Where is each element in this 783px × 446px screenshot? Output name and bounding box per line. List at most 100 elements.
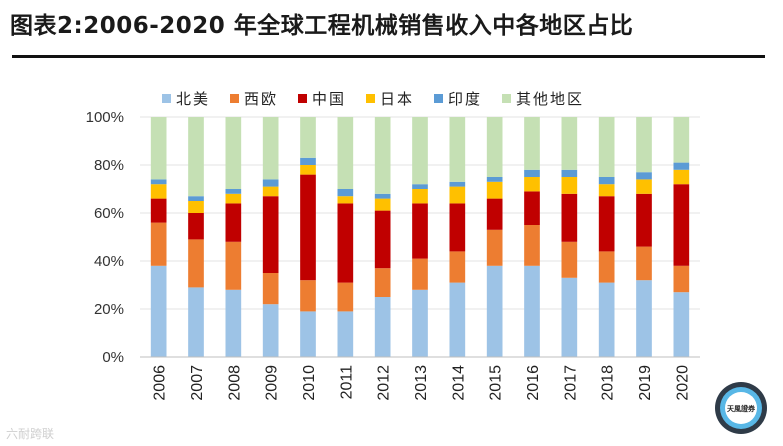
bar-segment-2018-其他地区 <box>598 117 615 177</box>
bar-segment-2007-西欧 <box>188 239 204 288</box>
x-tick-label: 2016 <box>525 365 542 401</box>
bar-segment-2015-印度 <box>486 177 503 182</box>
bar-segment-2014-西欧 <box>449 251 466 283</box>
legend-label-日本: 日本 <box>380 90 414 108</box>
bar-segment-2007-其他地区 <box>188 117 204 197</box>
bar-segment-2019-西欧 <box>636 246 652 281</box>
legend-swatch-日本 <box>366 94 375 103</box>
bar-segment-2016-印度 <box>524 169 540 177</box>
bar-segment-2006-其他地区 <box>150 117 167 180</box>
bar-segment-2014-印度 <box>449 181 466 187</box>
bar-segment-2010-印度 <box>300 157 316 165</box>
bar-segment-2011-印度 <box>337 189 354 197</box>
bar-segment-2017-日本 <box>561 177 578 194</box>
bar-segment-2006-日本 <box>150 184 167 199</box>
bar-segment-2008-西欧 <box>225 241 242 290</box>
x-tick-label: 2020 <box>674 365 691 401</box>
bar-segment-2006-北美 <box>150 265 167 357</box>
bar-segment-2015-西欧 <box>486 229 503 266</box>
bar-segment-2013-中国 <box>412 203 428 259</box>
bars-group <box>150 117 690 357</box>
bar-segment-2013-其他地区 <box>412 117 428 185</box>
watermark-text: 六耐跨联 <box>6 427 55 441</box>
bar-segment-2019-印度 <box>636 172 652 180</box>
x-tick-label: 2006 <box>152 365 169 401</box>
title-underline <box>12 55 765 58</box>
bar-segment-2013-北美 <box>412 289 428 357</box>
legend-label-西欧: 西欧 <box>244 90 278 108</box>
bar-segment-2013-日本 <box>412 189 428 204</box>
legend-label-其他地区: 其他地区 <box>516 90 584 108</box>
legend-swatch-其他地区 <box>502 94 511 103</box>
bar-segment-2018-北美 <box>598 282 615 357</box>
bar-segment-2018-中国 <box>598 196 615 252</box>
bar-segment-2017-其他地区 <box>561 117 578 170</box>
bar-segment-2009-北美 <box>262 304 279 357</box>
legend-label-中国: 中国 <box>312 90 346 108</box>
bar-segment-2010-其他地区 <box>300 117 316 158</box>
x-tick-label: 2009 <box>264 365 281 401</box>
bar-segment-2020-印度 <box>673 162 690 170</box>
bar-segment-2009-日本 <box>262 186 279 197</box>
bar-segment-2008-北美 <box>225 289 242 357</box>
bar-segment-2008-其他地区 <box>225 117 242 189</box>
bar-segment-2012-北美 <box>374 297 391 357</box>
bar-segment-2011-日本 <box>337 196 354 204</box>
bar-segment-2010-中国 <box>300 174 316 281</box>
bar-segment-2016-其他地区 <box>524 117 540 170</box>
bar-segment-2014-中国 <box>449 203 466 252</box>
bar-segment-2013-西欧 <box>412 258 428 290</box>
bar-segment-2016-日本 <box>524 177 540 192</box>
y-tick-label: 80% <box>94 157 124 174</box>
bar-segment-2009-西欧 <box>262 273 279 305</box>
legend-swatch-中国 <box>298 94 307 103</box>
x-tick-label: 2013 <box>413 365 430 401</box>
x-tick-label: 2007 <box>189 365 206 401</box>
bar-segment-2020-日本 <box>673 169 690 185</box>
bar-segment-2012-中国 <box>374 210 391 269</box>
bar-segment-2017-北美 <box>561 277 578 357</box>
bar-segment-2012-西欧 <box>374 268 391 297</box>
legend-swatch-北美 <box>162 94 171 103</box>
bar-segment-2006-印度 <box>150 179 167 185</box>
bar-segment-2016-中国 <box>524 191 540 225</box>
logo-inner-disc <box>725 392 757 424</box>
bar-segment-2018-日本 <box>598 184 615 197</box>
chart-title: 图表2:2006-2020 年全球工程机械销售收入中各地区占比 <box>10 13 634 39</box>
bar-segment-2011-北美 <box>337 311 354 357</box>
y-tick-label: 100% <box>86 109 124 126</box>
y-tick-label: 60% <box>94 205 124 222</box>
bar-segment-2008-日本 <box>225 193 242 204</box>
y-tick-label: 20% <box>94 301 124 318</box>
x-tick-label: 2017 <box>562 365 579 401</box>
bar-segment-2019-日本 <box>636 179 652 194</box>
bar-segment-2012-日本 <box>374 198 391 211</box>
x-tick-label: 2011 <box>338 365 355 400</box>
bar-segment-2010-西欧 <box>300 280 316 312</box>
legend-label-北美: 北美 <box>176 90 210 108</box>
bar-segment-2020-其他地区 <box>673 117 690 163</box>
legend: 北美 西欧 中国 日本 印度 其他地区 <box>162 90 584 108</box>
legend-label-印度: 印度 <box>448 90 482 108</box>
bar-segment-2012-印度 <box>374 193 391 199</box>
bar-segment-2019-北美 <box>636 280 652 357</box>
bar-segment-2007-印度 <box>188 196 204 201</box>
x-tick-label: 2015 <box>488 365 505 401</box>
bar-segment-2017-印度 <box>561 169 578 177</box>
bar-segment-2009-印度 <box>262 179 279 187</box>
bar-segment-2020-西欧 <box>673 265 690 293</box>
bar-segment-2015-日本 <box>486 181 503 199</box>
legend-swatch-西欧 <box>230 94 239 103</box>
bar-segment-2008-印度 <box>225 189 242 194</box>
bar-segment-2020-北美 <box>673 292 690 357</box>
bar-segment-2007-日本 <box>188 201 204 213</box>
bar-segment-2019-其他地区 <box>636 117 652 173</box>
logo-text: 天風證券 <box>727 404 756 413</box>
bar-segment-2011-西欧 <box>337 282 354 312</box>
bar-segment-2015-其他地区 <box>486 117 503 177</box>
bar-segment-2015-中国 <box>486 198 503 230</box>
bar-segment-2015-北美 <box>486 265 503 357</box>
bar-segment-2009-中国 <box>262 196 279 273</box>
y-tick-label: 40% <box>94 253 124 270</box>
